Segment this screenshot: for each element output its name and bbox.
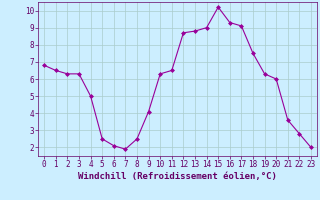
X-axis label: Windchill (Refroidissement éolien,°C): Windchill (Refroidissement éolien,°C)	[78, 172, 277, 181]
